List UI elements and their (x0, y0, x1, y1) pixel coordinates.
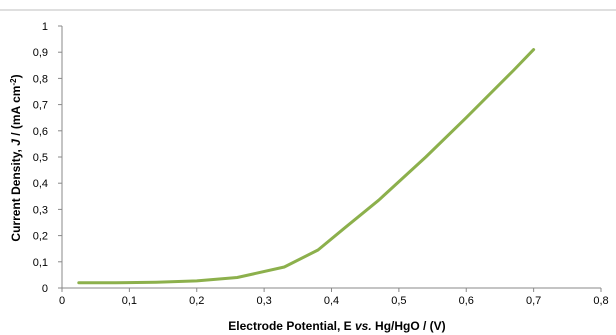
y-tick-label: 0,7 (33, 100, 48, 112)
y-axis-title: Current Density, J / (mA cm-2) (9, 74, 24, 241)
x-tick-label: 0,3 (256, 295, 271, 307)
y-axis-title-suffix: / (mA cm (9, 86, 23, 140)
y-tick-label: 0,2 (33, 231, 48, 243)
x-axis-title-prefix: Electrode Potential, E (228, 319, 355, 333)
y-tick-label: 0,3 (33, 204, 48, 216)
y-axis-title-end: ) (9, 74, 23, 78)
y-tick-label: 0,4 (33, 178, 48, 190)
x-tick-label: 0,7 (526, 295, 541, 307)
y-tick-label: 0,5 (33, 152, 48, 164)
x-tick-label: 0 (59, 295, 65, 307)
y-tick-label: 0,8 (33, 73, 48, 85)
x-tick-label: 0,5 (391, 295, 406, 307)
x-tick-label: 0,6 (459, 295, 474, 307)
series-line (77, 48, 536, 285)
y-tick-label: 0,6 (33, 126, 48, 138)
x-axis-title-italic: vs. (355, 319, 372, 333)
x-axis-title: Electrode Potential, E vs. Hg/HgO / (V) (228, 319, 445, 333)
y-tick-label: 0 (42, 283, 48, 295)
y-tick-label: 0,1 (33, 257, 48, 269)
y-tick-label: 1 (42, 21, 48, 33)
y-axis-title-italic: J (9, 139, 23, 146)
y-axis-title-sup: -2 (9, 78, 18, 86)
y-axis-title-prefix: Current Density, (9, 146, 23, 242)
x-tick-label: 0,4 (324, 295, 339, 307)
x-tick-label: 0,2 (189, 295, 204, 307)
x-tick-label: 0,1 (122, 295, 137, 307)
y-tick-label: 0,9 (33, 47, 48, 59)
x-tick-label: 0,8 (593, 295, 608, 307)
plot-area: 0 0,1 0,2 0,3 0,4 0,5 0,6 0,7 0,8 0 0,1 0,2 0,3 0,4 0,… (33, 21, 609, 307)
x-axis-title-suffix: Hg/HgO / (V) (372, 319, 446, 333)
